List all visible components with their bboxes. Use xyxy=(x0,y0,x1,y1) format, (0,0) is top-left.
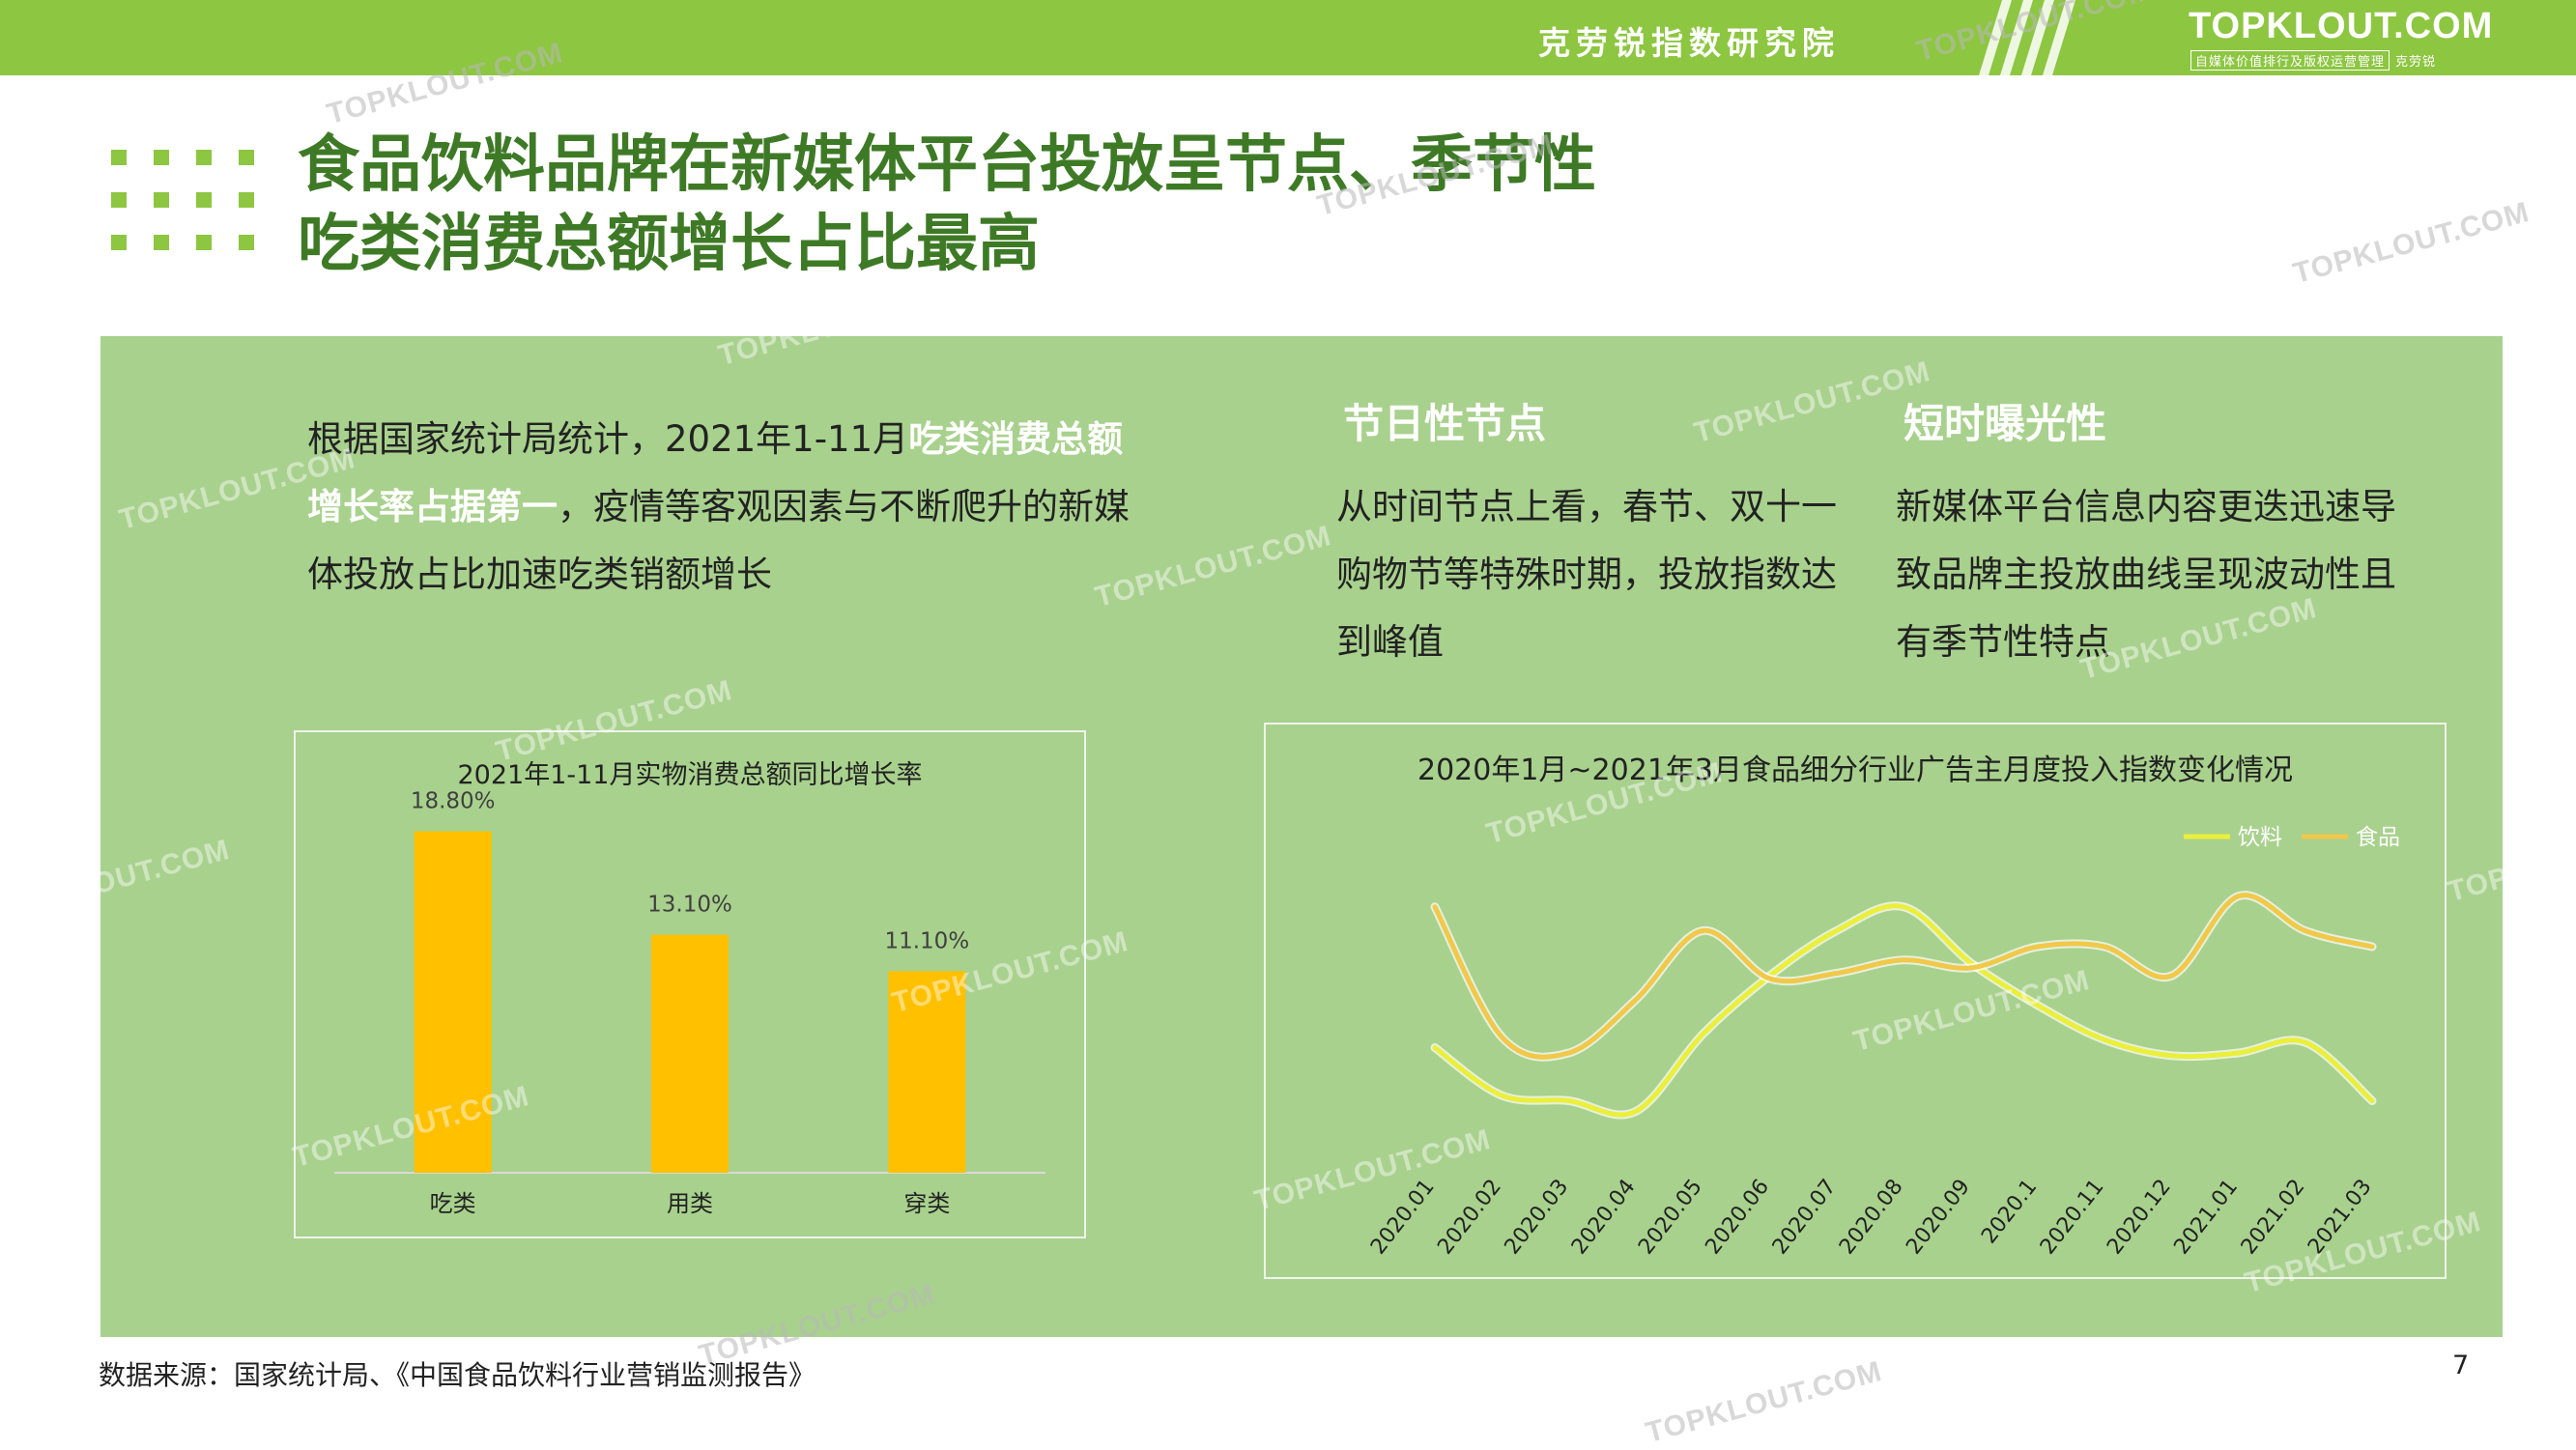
watermark: TOPKLOUT.COM xyxy=(1642,1355,1886,1449)
line-x-tick-label: 2020.01 xyxy=(1366,1175,1440,1259)
line-x-tick-label: 2020.11 xyxy=(2036,1175,2109,1259)
data-source: 数据来源：国家统计局、《中国食品饮料行业营销监测报告》 xyxy=(99,1359,816,1391)
line-x-tick-label: 2020.05 xyxy=(1634,1175,1707,1259)
line-x-tick-label: 2020.1 xyxy=(1977,1175,2042,1248)
line-x-tick-label: 2020.04 xyxy=(1567,1175,1641,1259)
bar-chart-title: 2021年1-11月实物消费总额同比增长率 xyxy=(457,760,923,790)
line-x-tick-label: 2020.12 xyxy=(2103,1175,2176,1259)
bar-value-label: 13.10% xyxy=(647,893,732,918)
intro-paragraph: 根据国家统计局统计，2021年1-11月吃类消费总额增长率占据第一，疫情等客观因… xyxy=(307,418,1130,595)
bar-category-label: 穿类 xyxy=(903,1190,950,1217)
legend-label: 食品 xyxy=(2356,825,2400,850)
line-x-tick-label: 2020.07 xyxy=(1768,1175,1842,1259)
bar-category-label: 吃类 xyxy=(430,1190,476,1217)
bar-chart-box: 2021年1-11月实物消费总额同比增长率 18.80% 吃类 13.10% 用类 11… xyxy=(294,730,1086,1238)
bar-用类 xyxy=(651,934,729,1173)
text-short-exposure: 新媒体平台信息内容更迭迅速导致品牌主投放曲线呈现波动性且有季节性特点 xyxy=(1896,486,2396,663)
line-chart: 2020.012020.022020.032020.042020.052020.… xyxy=(1366,825,2400,1259)
header-bar: 克劳锐指数研究院 TOPKLOUT.COM 自媒体价值排行及版权运营管理 克劳锐 xyxy=(0,0,2576,75)
line-x-tick-label: 2020.08 xyxy=(1835,1175,1908,1259)
header-stripes-decoration xyxy=(1979,0,2075,75)
logo-tagline: 自媒体价值排行及版权运营管理 克劳锐 xyxy=(2190,50,2436,71)
watermark: TOPKLOUT.COM xyxy=(2289,196,2533,290)
line-chart-box: 2020年1月~2021年3月食品细分行业广告主月度投入指数变化情况 2020.… xyxy=(1264,723,2447,1279)
logo-text: TOPKLOUT.COM xyxy=(2189,6,2494,46)
line-series-饮料 xyxy=(1432,903,2375,1118)
content-panel xyxy=(100,336,2503,1337)
bar-value-label: 11.10% xyxy=(884,928,969,953)
institute-name: 克劳锐指数研究院 xyxy=(1538,24,1840,62)
line-x-tick-label: 2021.02 xyxy=(2237,1175,2310,1259)
bar-value-label: 18.80% xyxy=(411,789,496,814)
bar-category-label: 用类 xyxy=(667,1190,713,1217)
line-x-tick-label: 2021.01 xyxy=(2169,1175,2243,1259)
line-x-tick-label: 2020.02 xyxy=(1433,1175,1506,1259)
bar-穿类 xyxy=(888,971,966,1173)
line-x-tick-label: 2020.03 xyxy=(1501,1175,1574,1259)
intro-highlight: 吃类消费总额增长率占据第一 xyxy=(307,418,1124,527)
heading-holiday-nodes: 节日性节点 xyxy=(1343,400,1547,447)
title-line-1: 食品饮料品牌在新媒体平台投放呈节点、季节性 xyxy=(298,129,1596,201)
line-series-halo xyxy=(1430,901,2377,1120)
title-line-2: 吃类消费总额增长占比最高 xyxy=(298,209,1040,280)
line-x-tick-label: 2020.06 xyxy=(1701,1175,1774,1259)
legend-label: 饮料 xyxy=(2238,825,2282,850)
line-chart-title: 2020年1月~2021年3月食品细分行业广告主月度投入指数变化情况 xyxy=(1417,753,2293,787)
bar-chart: 18.80% 吃类 13.10% 用类 11.10% 穿类 xyxy=(334,789,1045,1217)
title-squares-decoration xyxy=(111,150,256,256)
bar-吃类 xyxy=(414,831,492,1173)
line-series-食品 xyxy=(1432,893,2375,1060)
page-title: 食品饮料品牌在新媒体平台投放呈节点、季节性 吃类消费总额增长占比最高 xyxy=(298,126,1596,284)
heading-short-exposure: 短时曝光性 xyxy=(1903,400,2107,447)
page-number: 7 xyxy=(2452,1350,2470,1380)
text-holiday-nodes: 从时间节点上看，春节、双十一购物节等特殊时期，投放指数达到峰值 xyxy=(1336,486,1837,663)
topklout-logo: TOPKLOUT.COM 自媒体价值排行及版权运营管理 克劳锐 xyxy=(2189,4,2498,73)
line-x-tick-label: 2020.09 xyxy=(1902,1175,1975,1259)
